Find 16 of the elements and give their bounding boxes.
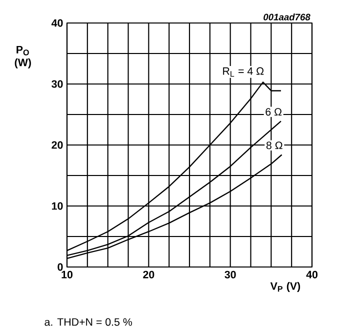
x-tick-label: 40 — [306, 270, 318, 278]
y-tick-label: 10 — [52, 202, 63, 210]
x-tick-label: 30 — [224, 270, 236, 278]
y-tick-label: 20 — [52, 141, 63, 149]
text: 001aad768 — [264, 14, 310, 20]
text: a. THD+N = 0.5 % — [44, 318, 132, 326]
y-tick-label: 30 — [52, 80, 63, 88]
series-label: 8 Ω — [266, 142, 282, 150]
x-axis-title: V$_{P}$ (V) — [270, 282, 300, 292]
x-tick-label: 10 — [62, 270, 72, 278]
series-label: 6 Ω — [266, 108, 282, 116]
y-axis-title: P$_{O}$ (W) — [14, 46, 31, 68]
y-tick-label: 40 — [51, 19, 63, 27]
series-label: R$_{L}$ = 4 Ω — [223, 67, 264, 77]
x-tick-label: 20 — [143, 270, 154, 278]
y-tick-label: 0 — [58, 263, 63, 271]
